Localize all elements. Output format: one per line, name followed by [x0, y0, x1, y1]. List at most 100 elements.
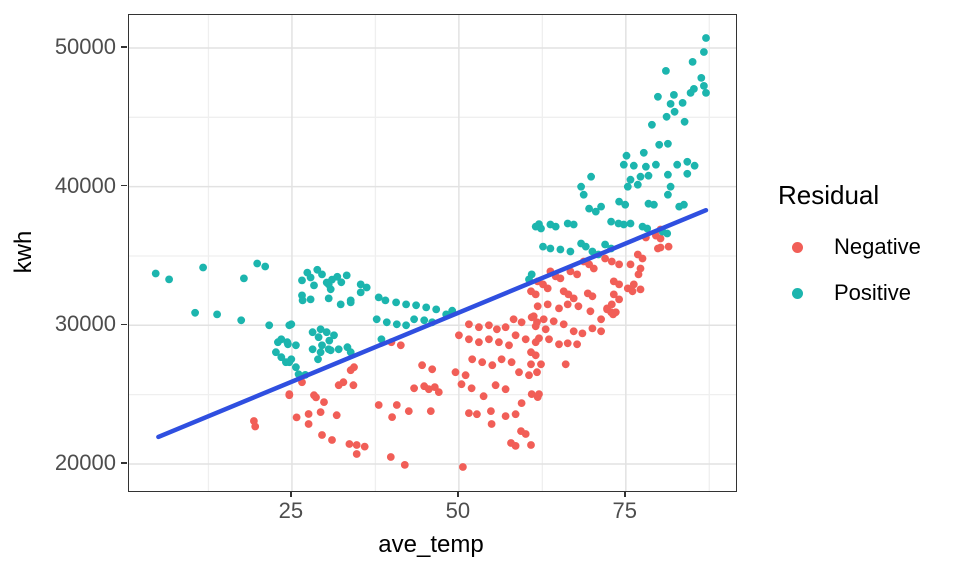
scatter-point-negative: [531, 351, 540, 360]
scatter-point-negative: [310, 391, 318, 400]
scatter-point-positive: [374, 293, 383, 302]
scatter-point-positive: [213, 310, 221, 319]
scatter-point-positive: [569, 220, 578, 229]
scatter-point-negative: [501, 385, 510, 394]
scatter-point-positive: [662, 112, 671, 121]
scatter-point-negative: [511, 410, 520, 419]
scatter-point-negative: [656, 243, 665, 252]
scatter-point-positive: [356, 280, 365, 289]
scatter-point-positive: [261, 262, 270, 271]
scatter-point-positive: [199, 263, 207, 272]
scatter-point-negative: [615, 280, 623, 289]
scatter-point-positive: [392, 320, 401, 329]
scatter-point-negative: [629, 280, 638, 289]
scatter-point-negative: [578, 329, 587, 338]
legend-point-icon: [792, 287, 803, 299]
scatter-point-positive: [272, 348, 280, 357]
scatter-point-negative: [638, 254, 647, 263]
scatter-point-positive: [253, 259, 262, 268]
scatter-point-positive: [702, 34, 710, 42]
scatter-point-positive: [412, 301, 420, 310]
scatter-point-positive: [615, 197, 623, 206]
legend-point-icon: [792, 241, 803, 253]
scatter-point-negative: [545, 335, 553, 344]
scatter-point-negative: [475, 323, 483, 332]
scatter-point-positive: [322, 328, 331, 337]
scatter-point-positive: [587, 172, 595, 181]
scatter-point-negative: [549, 317, 558, 326]
scatter-point-positive: [420, 316, 429, 325]
scatter-point-negative: [531, 322, 540, 331]
scatter-point-negative: [410, 384, 418, 393]
scatter-point-negative: [563, 300, 572, 309]
scatter-point-negative: [634, 270, 643, 279]
scatter-point-positive: [362, 283, 371, 292]
scatter-point-positive: [601, 240, 609, 249]
scatter-point-positive: [666, 100, 675, 108]
scatter-point-positive: [265, 321, 274, 330]
scatter-point-positive: [326, 346, 335, 355]
scatter-point-positive: [537, 224, 545, 233]
scatter-point-positive: [402, 300, 410, 309]
scatter-point-positive: [277, 353, 286, 362]
scatter-point-negative: [497, 355, 506, 364]
scatter-point-negative: [607, 300, 616, 309]
scatter-point-negative: [535, 334, 543, 343]
x-axis-title: ave_temp: [378, 531, 484, 558]
scatter-point-positive: [303, 268, 312, 277]
legend-entries: Negative Positive: [778, 224, 921, 316]
scatter-point-negative: [360, 442, 369, 451]
scatter-point-negative: [556, 274, 565, 283]
scatter-point-positive: [585, 204, 593, 213]
scatter-point-positive: [432, 305, 441, 314]
scatter-point-positive: [690, 85, 698, 93]
scatter-point-negative: [493, 325, 501, 334]
scatter-point-negative: [461, 371, 470, 380]
scatter-point-positive: [622, 151, 631, 160]
scatter-point-negative: [459, 463, 467, 471]
plot-panel: [128, 14, 737, 492]
scatter-point-negative: [352, 450, 361, 458]
scatter-point-positive: [336, 300, 345, 309]
scatter-point-positive: [310, 281, 318, 290]
scatter-point-positive: [314, 333, 323, 342]
scatter-point-negative: [332, 411, 341, 420]
scatter-point-positive: [643, 224, 652, 233]
scatter-point-positive: [690, 161, 699, 170]
scatter-point-negative: [339, 378, 348, 387]
scatter-point-positive: [346, 298, 355, 307]
scatter-point-positive: [678, 99, 687, 107]
scatter-point-positive: [675, 202, 684, 211]
y-axis-title: kwh: [10, 230, 37, 274]
scatter-point-positive: [314, 355, 322, 364]
scatter-point-positive: [683, 169, 692, 178]
scatter-point-positive: [330, 331, 338, 340]
scatter-point-negative: [569, 294, 578, 303]
scatter-point-negative: [455, 331, 463, 340]
scatter-point-positive: [298, 276, 306, 285]
scatter-point-negative: [468, 355, 477, 364]
scatter-point-positive: [652, 160, 660, 169]
scatter-point-positive: [623, 182, 632, 191]
scatter-point-positive: [284, 340, 292, 349]
scatter-point-negative: [626, 260, 635, 269]
scatter-point-positive: [700, 82, 708, 90]
scatter-point-negative: [509, 315, 518, 324]
scatter-point-positive: [316, 325, 325, 334]
scatter-point-positive: [324, 280, 333, 289]
scatter-point-positive: [697, 74, 706, 82]
scatter-point-negative: [465, 409, 473, 417]
scatter-point-negative: [527, 390, 536, 398]
y-tick-mark: [121, 323, 127, 326]
scatter-point-positive: [664, 170, 672, 179]
scatter-point-positive: [588, 247, 597, 256]
scatter-point-negative: [349, 381, 358, 390]
scatter-point-negative: [292, 413, 301, 422]
scatter-point-positive: [402, 321, 410, 330]
scatter-point-negative: [507, 439, 515, 447]
scatter-point-positive: [581, 242, 590, 251]
scatter-point-negative: [521, 335, 530, 344]
scatter-point-negative: [569, 327, 578, 336]
scatter-point-negative: [515, 368, 523, 377]
scatter-point-positive: [410, 315, 418, 324]
